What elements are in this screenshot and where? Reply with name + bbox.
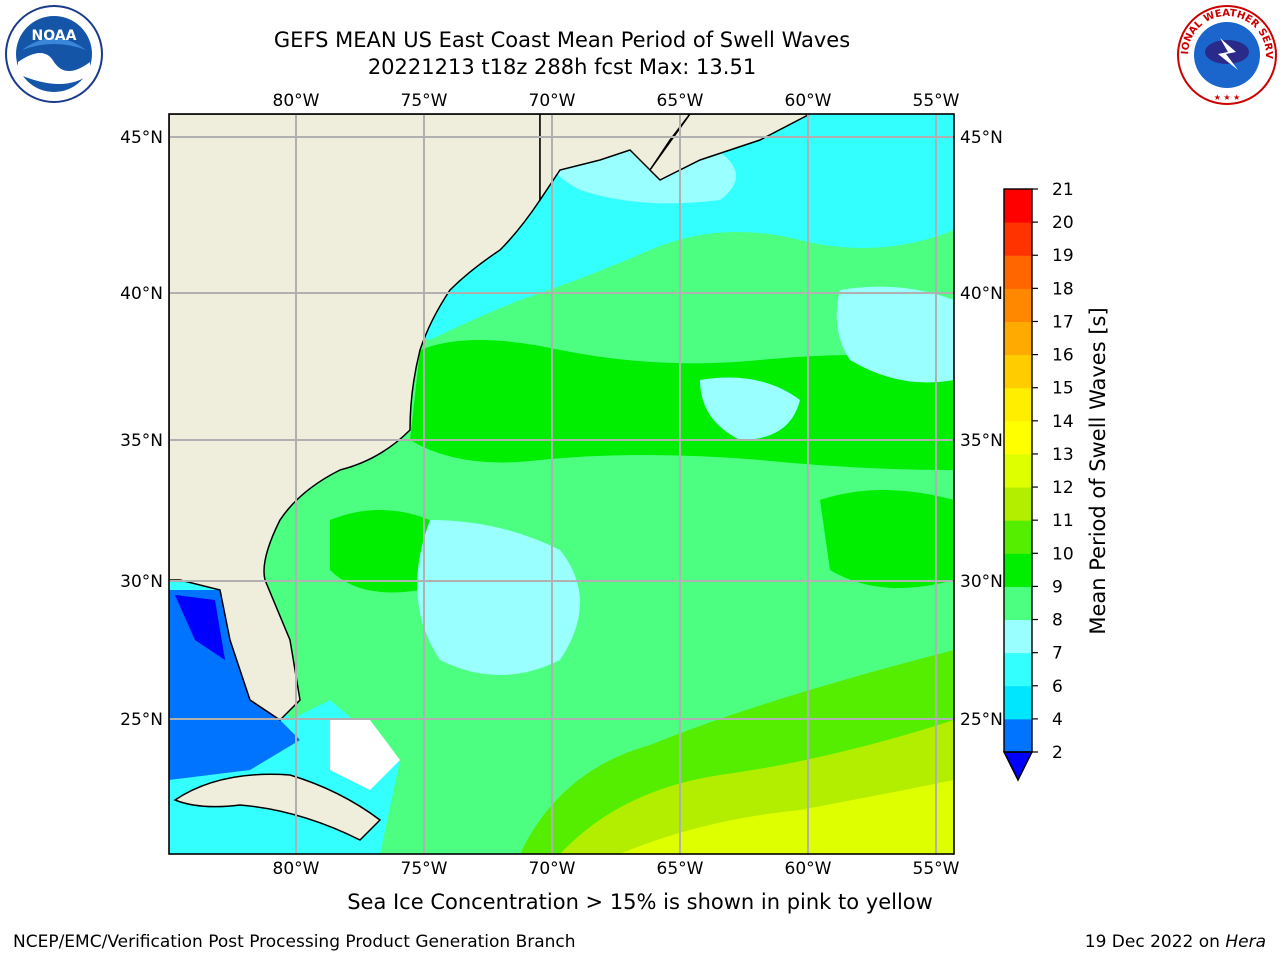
- colorbar-swatch: [1004, 453, 1032, 488]
- colorbar-swatch: [1004, 222, 1032, 256]
- map-frame: [168, 113, 955, 855]
- lat-label: 35°N: [960, 431, 1003, 451]
- colorbar-tick-label: 18: [1052, 279, 1074, 299]
- lat-label: 35°N: [120, 431, 163, 451]
- colorbar-tick-label: 19: [1052, 246, 1074, 266]
- colorbar-tick-label: 2: [1052, 743, 1063, 763]
- colorbar-swatch: [1004, 520, 1032, 554]
- colorbar-tick-label: 16: [1052, 346, 1074, 366]
- colorbar-swatch: [1004, 255, 1032, 289]
- lon-label: 65°W: [657, 859, 704, 879]
- swell-band-7-8-central: [417, 520, 580, 675]
- lon-labels-bottom: 80°W 75°W 70°W 65°W 60°W 55°W: [273, 859, 960, 879]
- colorbar-swatch: [1004, 652, 1032, 687]
- nws-logo: NATIONAL WEATHER SERVICE ★ ★ ★: [1176, 4, 1277, 105]
- lat-label: 40°N: [960, 284, 1003, 304]
- lon-label: 70°W: [529, 859, 576, 879]
- svg-text:★ ★ ★: ★ ★ ★: [1214, 93, 1241, 102]
- colorbar-swatch: [1004, 387, 1032, 422]
- lat-label: 30°N: [960, 572, 1003, 592]
- colorbar-tick-label: 9: [1052, 577, 1063, 597]
- lon-label: 55°W: [913, 91, 960, 111]
- colorbar-extend-arrow: [1002, 751, 1034, 782]
- colorbar-tick-label: 21: [1052, 180, 1074, 200]
- footer-credit: NCEP/EMC/Verification Post Processing Pr…: [13, 932, 576, 952]
- graticule: [169, 114, 954, 854]
- lat-label: 40°N: [120, 284, 163, 304]
- colorbar-tick-label: 10: [1052, 544, 1074, 564]
- colorbar-swatch: [1004, 718, 1032, 753]
- colorbar-swatch: [1004, 685, 1032, 720]
- land-north-america: [169, 114, 541, 721]
- colorbar-swatch: [1004, 189, 1032, 223]
- lon-label: 75°W: [401, 859, 448, 879]
- lat-label: 30°N: [120, 572, 163, 592]
- lat-label: 45°N: [960, 128, 1003, 148]
- lon-label: 55°W: [913, 859, 960, 879]
- colorbar-swatch: [1004, 487, 1032, 521]
- bahamas-banks-missing: [330, 720, 400, 790]
- colorbar-tick-label: 7: [1052, 644, 1063, 664]
- colorbar-label: Mean Period of Swell Waves [s]: [1086, 307, 1110, 635]
- lon-labels-top: 80°W 75°W 70°W 65°W 60°W 55°W: [273, 91, 960, 111]
- gulf-band-below-2: [175, 595, 225, 660]
- swell-band-10-11-east: [820, 490, 954, 588]
- lat-labels-right: 45°N 40°N 35°N 30°N 25°N: [960, 128, 1003, 730]
- colorbar-tick-label: 12: [1052, 478, 1074, 498]
- lon-label: 70°W: [529, 91, 576, 111]
- swell-band-7-8-mid: [700, 377, 800, 440]
- land-nova-scotia: [649, 114, 811, 181]
- colorbar-swatch: [1004, 553, 1032, 587]
- colorbar-tick-label: 13: [1052, 445, 1074, 465]
- map-field: [169, 114, 954, 854]
- colorbar-tick-label: 8: [1052, 611, 1063, 631]
- noaa-logo: NOAA: [5, 5, 103, 103]
- colorbar-frame: [1003, 188, 1033, 753]
- swell-band-7-8-east: [836, 286, 954, 383]
- footer-date: 19 Dec 2022 on Hera: [1085, 932, 1266, 952]
- lon-label: 75°W: [401, 91, 448, 111]
- chart-title: GEFS MEAN US East Coast Mean Period of S…: [273, 28, 851, 52]
- land-cuba: [173, 773, 382, 841]
- colorbar-tick-label: 11: [1052, 511, 1074, 531]
- lon-label: 80°W: [273, 91, 320, 111]
- lon-label: 65°W: [657, 91, 704, 111]
- sea-ice-note: Sea Ice Concentration > 15% is shown in …: [347, 890, 933, 914]
- colorbar-tick-label: 4: [1052, 710, 1063, 730]
- lat-label: 25°N: [960, 710, 1003, 730]
- lat-label: 45°N: [120, 128, 163, 148]
- colorbar-swatch: [1004, 420, 1032, 455]
- chart-subtitle: 20221213 t18z 288h fcst Max: 13.51: [367, 55, 757, 79]
- swell-band-10-11-north: [410, 340, 954, 470]
- swell-band-13-14: [620, 780, 954, 854]
- colorbar-swatch: [1004, 288, 1032, 322]
- lon-label: 60°W: [785, 91, 832, 111]
- colorbar-tick-label: 17: [1052, 312, 1074, 332]
- colorbar-swatch: [1004, 354, 1032, 389]
- lon-label: 60°W: [785, 859, 832, 879]
- colorbar-tick-label: 15: [1052, 379, 1074, 399]
- footer-host: Hera: [1225, 932, 1266, 952]
- colorbar-tick-label: 6: [1052, 677, 1063, 697]
- colorbar-swatch: [1004, 321, 1032, 356]
- lat-labels-left: 45°N 40°N 35°N 30°N 25°N: [120, 128, 163, 730]
- lat-label: 25°N: [120, 710, 163, 730]
- noaa-logo-text: NOAA: [32, 28, 77, 44]
- colorbar-swatch: [1004, 586, 1032, 621]
- colorbar-swatch: [1004, 619, 1032, 654]
- lon-label: 80°W: [273, 859, 320, 879]
- colorbar-tick-label: 20: [1052, 213, 1074, 233]
- colorbar-tick-label: 14: [1052, 412, 1074, 432]
- colorbar: 2 4 6 7 8 9 10 11 12 13 14 15 16 17 18 19 20 21: [1002, 180, 1074, 782]
- footer-date-text: 19 Dec 2022 on: [1084, 932, 1226, 952]
